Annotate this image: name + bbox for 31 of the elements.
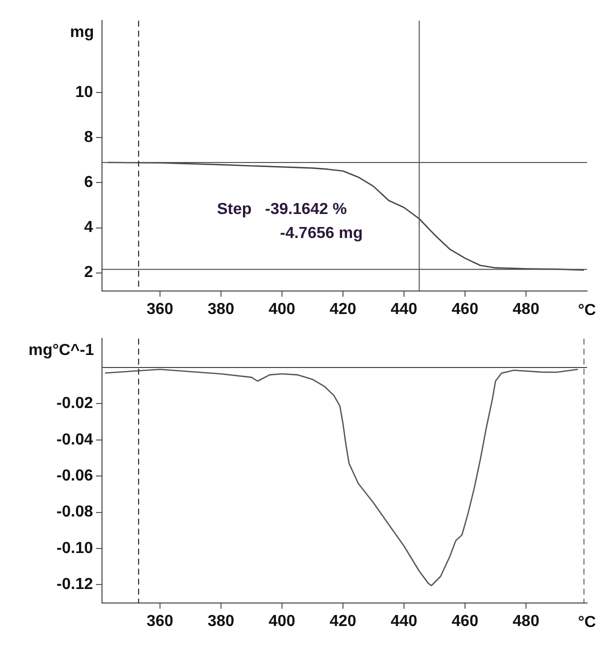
y-tick-label: -0.08 [56, 504, 94, 521]
x-tick-label: 400 [268, 612, 296, 630]
x-tick-label: 360 [146, 300, 174, 318]
y-tick-label: 6 [84, 174, 94, 192]
x-tick-label: 480 [512, 300, 540, 318]
y-axis-title: mg°C^-1 [28, 342, 94, 360]
y-tick-label: -0.12 [56, 576, 94, 594]
y-tick-label: -0.02 [56, 395, 94, 412]
x-tick-label: 380 [208, 300, 234, 318]
x-tick-label: 460 [452, 612, 478, 630]
x-tick-label: 380 [208, 612, 234, 630]
annotation: Step -39.1642 % [217, 201, 347, 218]
x-tick-label: 420 [330, 300, 356, 318]
x-tick-label: 480 [512, 612, 540, 630]
x-tick-label: 460 [452, 300, 478, 318]
x-tick-label: 360 [146, 612, 174, 630]
y-tick-label: 2 [84, 264, 94, 282]
x-axis-title: °C [578, 614, 596, 632]
y-tick-label: 8 [84, 129, 94, 146]
y-tick-label: -0.06 [56, 468, 94, 485]
y-tick-label: 4 [84, 219, 94, 236]
x-tick-label: 440 [390, 612, 418, 630]
x-tick-label: 400 [268, 300, 296, 318]
y-tick-label: 10 [75, 84, 94, 102]
x-axis-title: °C [578, 302, 596, 320]
y-axis-title: mg [70, 24, 94, 42]
annotation: -4.7656 mg [280, 225, 363, 242]
x-tick-label: 440 [390, 300, 418, 318]
x-tick-label: 420 [330, 612, 356, 630]
y-tick-label: -0.04 [56, 431, 94, 448]
y-tick-label: -0.10 [56, 540, 94, 557]
